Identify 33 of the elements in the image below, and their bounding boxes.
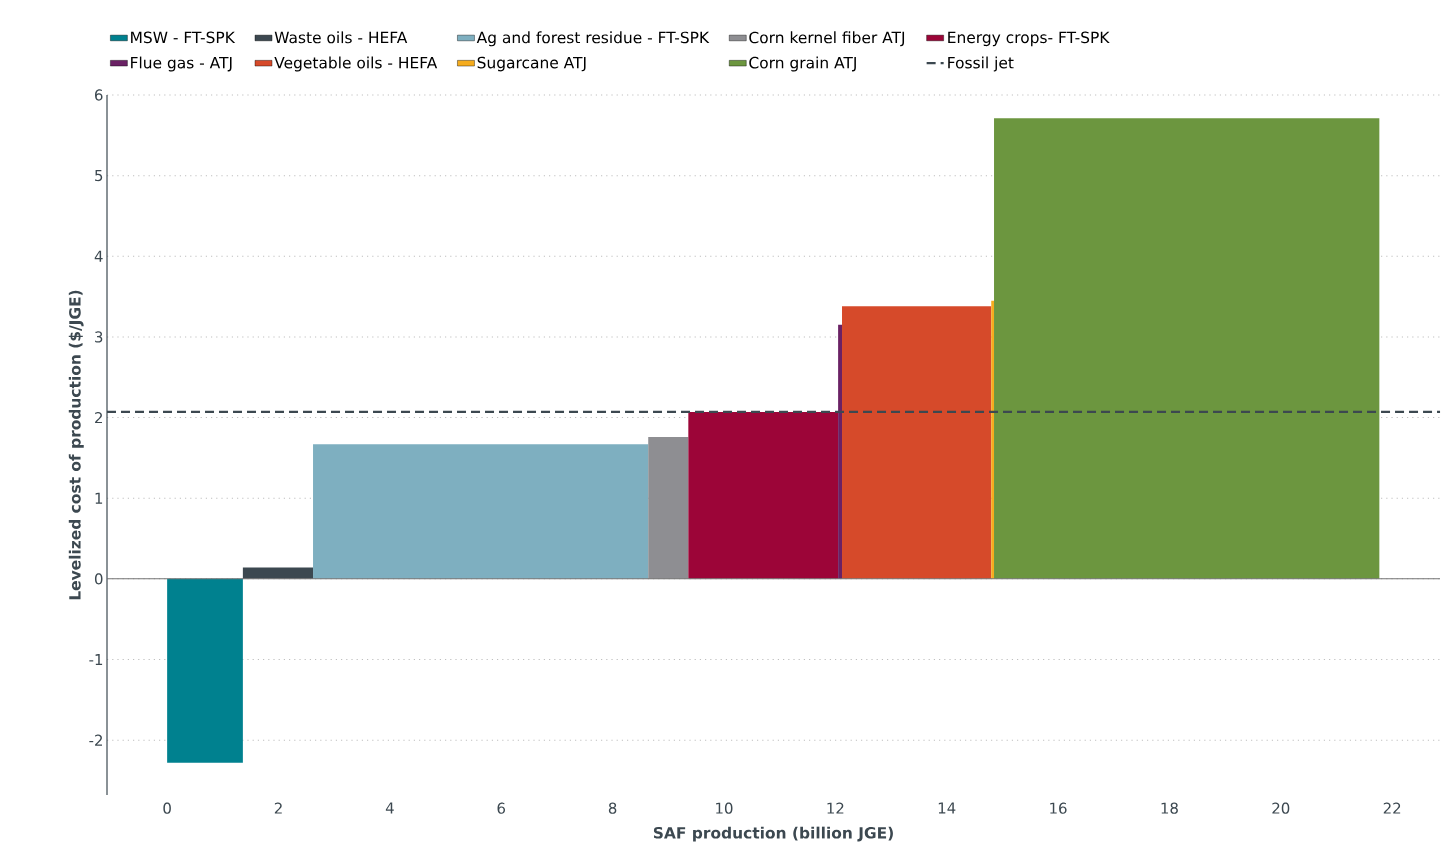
y-tick-label: 6 [95,89,103,101]
y-axis-title: Levelized cost of production ($/JGE) [68,290,84,600]
x-tick-label: 20 [1272,802,1290,814]
x-tick-label: 0 [163,802,171,814]
x-tick-label: 22 [1383,802,1401,814]
legend-label: Flue gas - ATJ [131,56,232,72]
legend-label: Energy crops- FT-SPK [948,31,1110,47]
legend-label: Sugarcane ATJ [477,56,586,72]
legend-label: Vegetable oils - HEFA [274,56,438,72]
x-axis-title: SAF production (billion JGE) [653,826,893,842]
legend-label: Corn kernel fiber ATJ [749,31,905,47]
legend-label: Waste oils - HEFA [274,31,408,44]
y-tick-label: 5 [95,170,103,182]
legend-label: MSW - FT-SPK [131,31,236,44]
x-tick-label: 16 [1050,802,1067,814]
x-tick-label: 2 [274,802,282,814]
y-tick-label: 3 [95,331,103,343]
x-tick-label: 8 [608,802,617,814]
legend-label: Corn grain ATJ [749,56,856,72]
x-tick-label: 4 [385,802,394,814]
x-tick-label: 12 [827,802,844,814]
y-tick-label: 2 [95,412,102,424]
x-tick-label: 6 [497,802,506,814]
x-tick-label: 18 [1161,802,1178,814]
y-tick-label: -2 [89,734,102,746]
y-tick-label: 1 [95,492,103,504]
legend-label: Ag and forest residue - FT-SPK [476,31,710,47]
y-tick-label: -1 [89,654,103,665]
x-tick-label: 10 [716,802,733,814]
y-tick-label: 0 [94,573,103,585]
x-tick-label: 14 [938,802,956,814]
y-tick-label: 4 [94,250,103,262]
legend-label: Fossil jet [948,56,1014,72]
